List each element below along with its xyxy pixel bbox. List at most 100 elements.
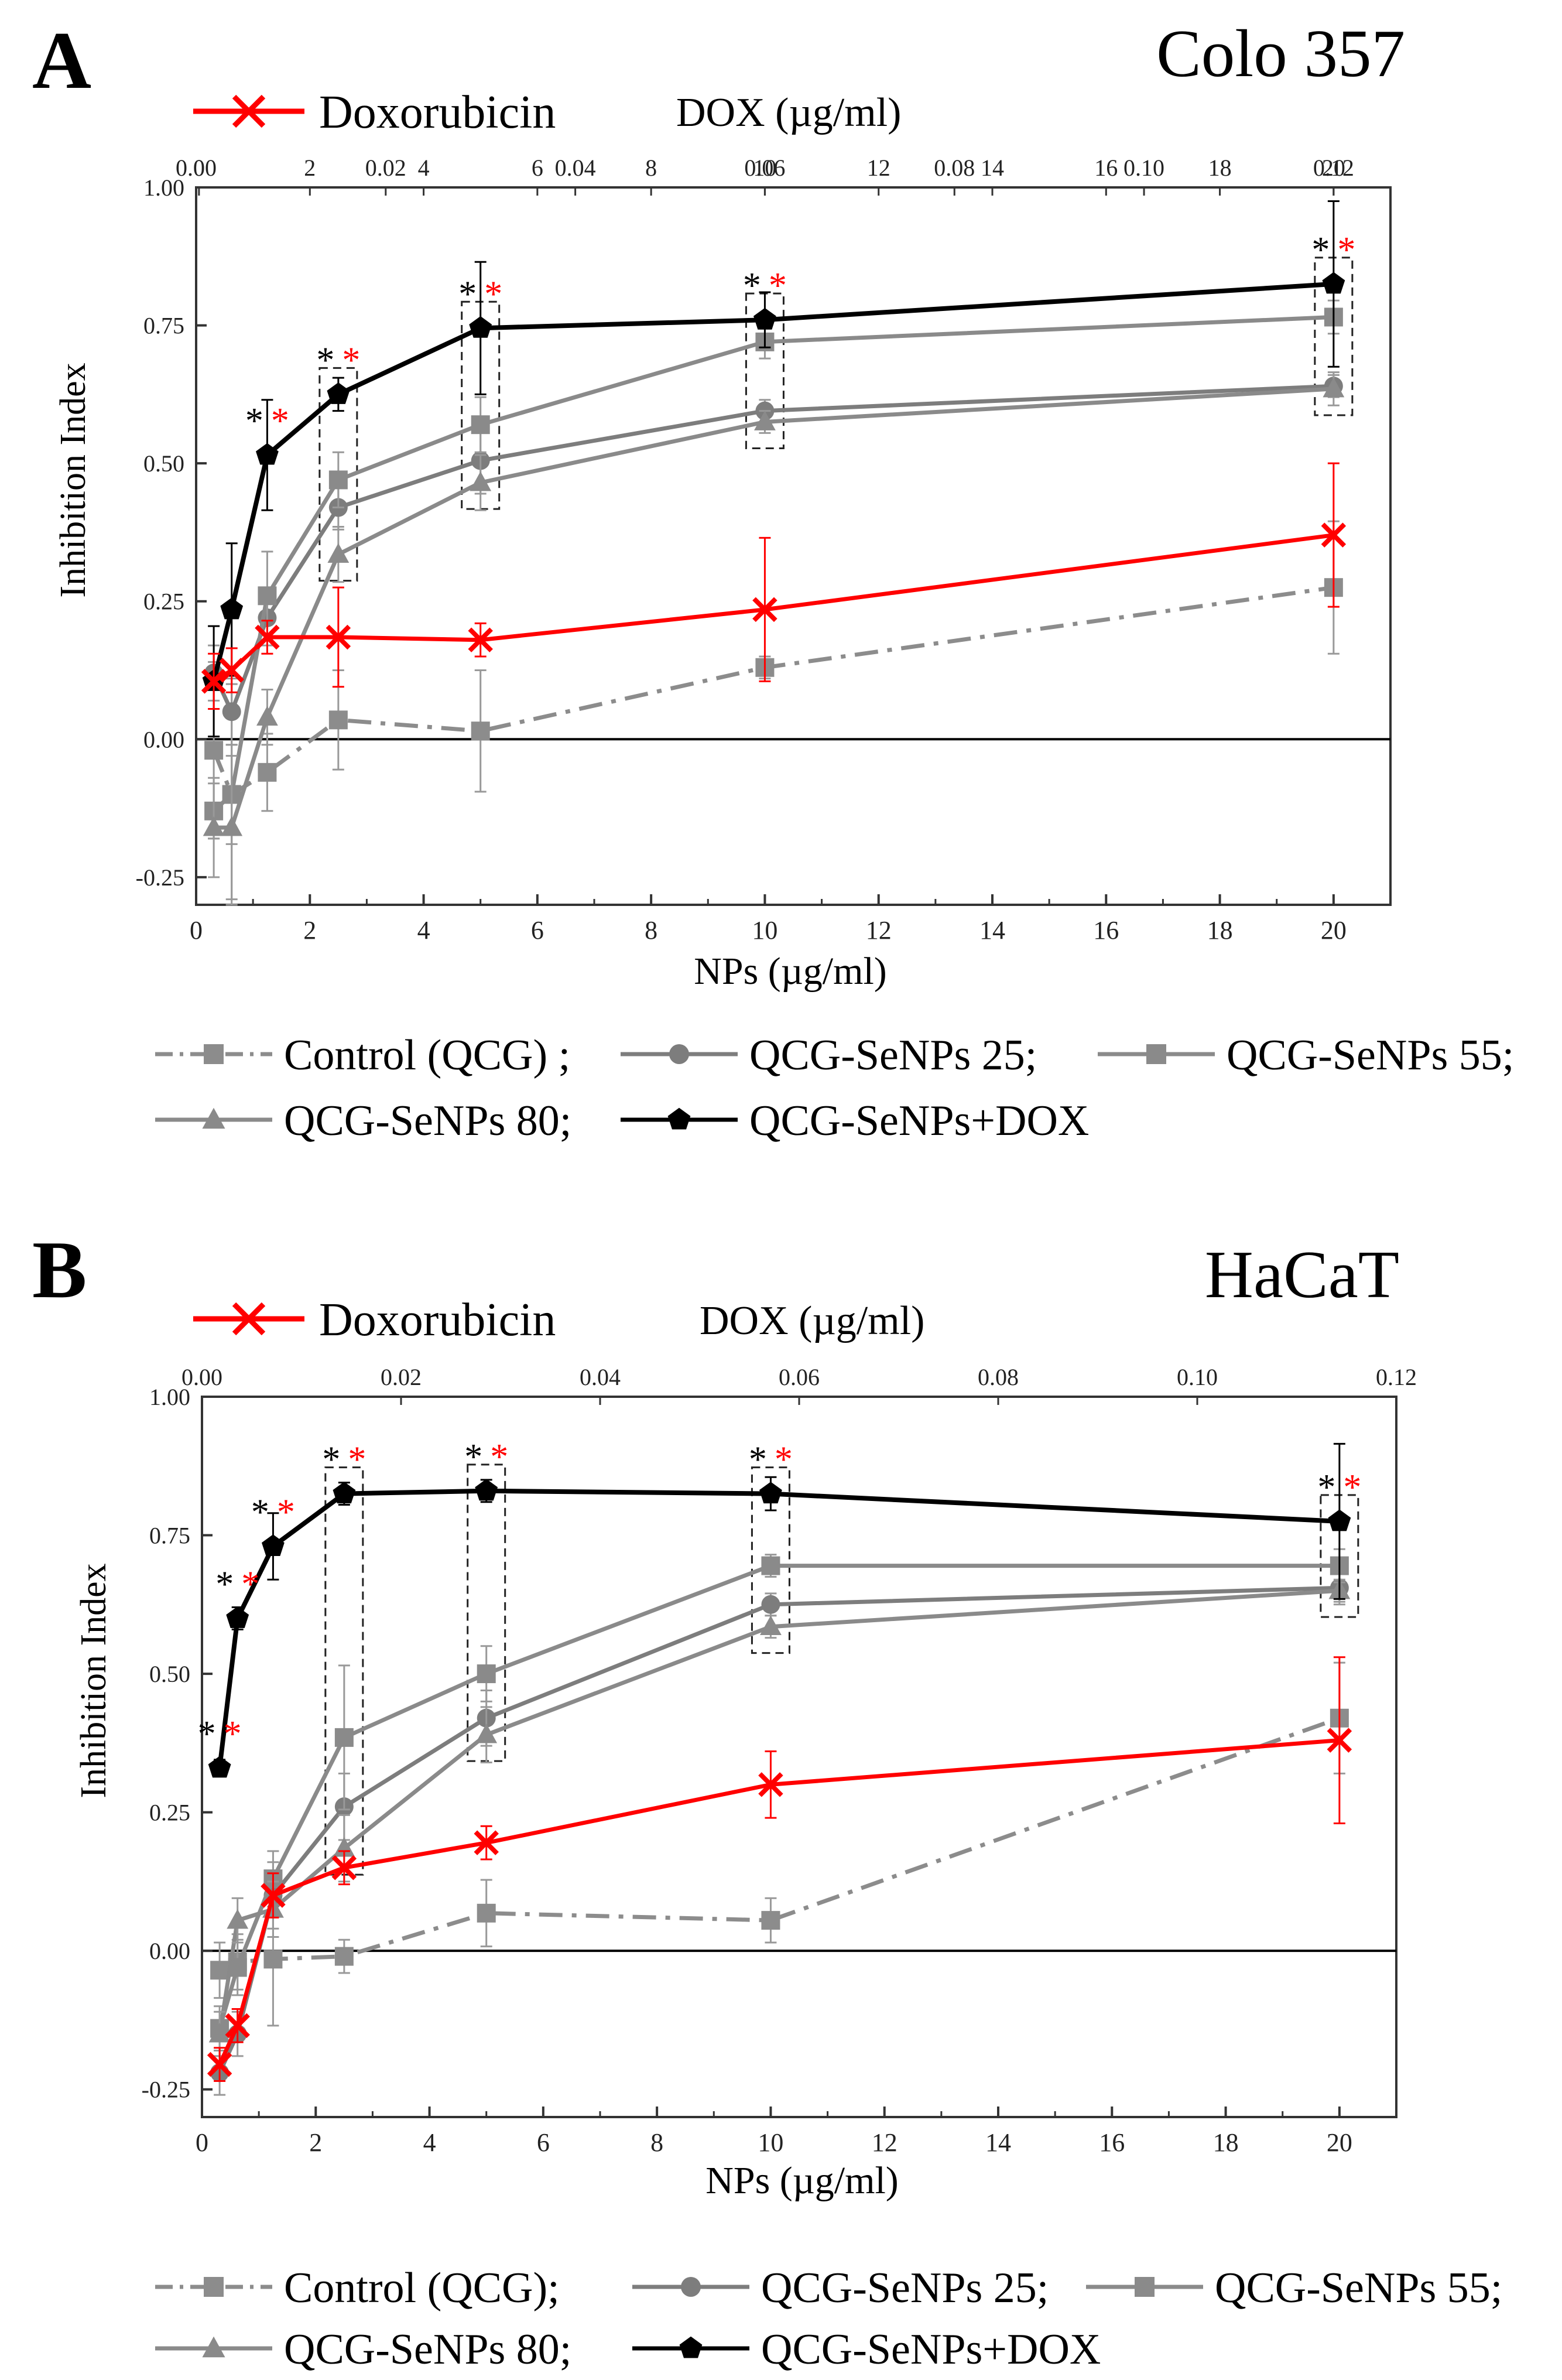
data-point (208, 1756, 231, 1778)
x2-tick-label: 0.02 (381, 1364, 422, 1390)
data-point (328, 470, 348, 490)
legend-marker (669, 1044, 689, 1064)
significance-star-black: * (458, 274, 477, 314)
data-point (474, 1830, 499, 1855)
legend-item-control-qcg: Control (QCG); (155, 2264, 560, 2312)
data-point (255, 624, 280, 650)
x2-tick-label: 0.08 (934, 155, 975, 181)
panel-letter: B (32, 1225, 87, 1315)
x-tick-label: 10 (758, 2128, 783, 2157)
significance-star-black: * (749, 1440, 767, 1480)
x2-tick-label: 20 (1322, 155, 1345, 181)
series-doxorubicin (201, 462, 1347, 710)
series-qcg-senps-55 (204, 299, 1343, 845)
legend-item-qcg-senps-80: QCG-SeNPs 80; (155, 2326, 571, 2374)
data-point (208, 2022, 231, 2043)
y-tick-label: 0.50 (143, 450, 184, 477)
chart-title: HaCaT (1205, 1237, 1399, 1312)
x-tick-label: 14 (985, 2128, 1011, 2157)
significance-star-black: * (198, 1714, 216, 1754)
series-line (218, 1716, 1341, 1972)
x2-tick-label: 0.02 (365, 155, 406, 181)
legend-label: QCG-SeNPs 55; (1227, 1031, 1514, 1079)
data-point (475, 1723, 498, 1743)
significance-star-red: * (348, 1440, 366, 1480)
x2-tick-label: 0.10 (1123, 155, 1164, 181)
x-tick-label: 20 (1321, 916, 1347, 945)
y-axis-label: Inhibition Index (53, 363, 93, 597)
y-tick-label: 1.00 (149, 1384, 190, 1410)
x-tick-label: 4 (417, 916, 430, 945)
x-tick-label: 16 (1099, 2128, 1125, 2157)
significance-star-red: * (241, 1564, 259, 1604)
x-axis-label: NPs (µg/ml) (694, 950, 887, 993)
data-point (327, 543, 350, 563)
data-point (469, 316, 492, 338)
chart-title: Colo 357 (1156, 16, 1405, 91)
legend-marker (1146, 1044, 1166, 1064)
data-point (754, 411, 776, 430)
y-tick-label: 0.25 (143, 589, 184, 615)
data-point (1328, 1509, 1351, 1531)
data-point (258, 762, 277, 782)
data-point (258, 586, 277, 606)
data-point (327, 382, 350, 404)
x-tick-label: 10 (752, 916, 777, 945)
x-tick-label: 18 (1213, 2128, 1239, 2157)
significance-star-black: * (245, 401, 263, 441)
data-point (477, 1903, 496, 1923)
legend-label: QCG-SeNPs+DOX (749, 1097, 1089, 1145)
x2-tick-label: 0.06 (744, 155, 785, 181)
series-qcg-senps-dox (202, 200, 1345, 738)
data-point (334, 1728, 354, 1747)
series-qcg-senps-dox (208, 1442, 1351, 1778)
data-point (761, 1595, 780, 1614)
data-point (256, 706, 278, 726)
panel-b: B HaCaT Doxorubicin DOX (µg/ml) 0 2 4 6 8 10 1… (32, 1225, 1502, 2374)
top-legend-x-icon (232, 1302, 266, 1336)
series-line (217, 1738, 1340, 2066)
data-point (263, 1950, 283, 1969)
legend-item-qcg-senps-55: QCG-SeNPs 55; (1098, 1031, 1514, 1079)
legend-label: QCG-SeNPs 55; (1215, 2264, 1502, 2312)
plot-frame (195, 186, 1392, 906)
data-point (326, 624, 351, 650)
legend-marker (1135, 2277, 1155, 2297)
legend-label: QCG-SeNPs 80; (284, 2326, 571, 2374)
data-point (331, 1855, 357, 1880)
legend-item-qcg-senps-dox: QCG-SeNPs+DOX (632, 2326, 1101, 2374)
x-tick-label: 6 (531, 916, 544, 945)
series-line (217, 1564, 1340, 2029)
data-point (1323, 377, 1345, 398)
x2-tick-label: 4 (418, 155, 430, 181)
series-line (212, 314, 1334, 813)
legend-label: Control (QCG); (284, 2264, 560, 2312)
data-point (470, 471, 492, 491)
x-axis-label: NPs (µg/ml) (705, 2159, 899, 2202)
significance-star-black: * (316, 340, 334, 380)
series-qcg-senps-25 (210, 1570, 1349, 2096)
y-tick-label: 0.75 (143, 313, 184, 339)
series-doxorubicin (207, 1656, 1352, 2082)
y-tick-label: -0.25 (136, 864, 184, 891)
series-line (217, 1588, 1340, 2034)
top-legend-label: Doxorubicin (319, 1294, 556, 1346)
panel-letter: A (32, 15, 91, 106)
data-point (222, 702, 241, 721)
x-tick-label: 12 (866, 916, 892, 945)
top-legend-x-icon (232, 94, 266, 128)
significance-star-red: * (342, 340, 360, 380)
legend-item-qcg-senps-dox: QCG-SeNPs+DOX (621, 1097, 1089, 1145)
x2-tick-label: 0.00 (176, 155, 217, 181)
significance-star-red: * (271, 401, 289, 441)
data-point (227, 1909, 249, 1929)
legend-item-qcg-senps-25: QCG-SeNPs 25; (632, 2264, 1049, 2312)
data-point (220, 597, 244, 620)
legend-label: QCG-SeNPs 25; (749, 1031, 1037, 1079)
significance-box (751, 1466, 790, 1654)
data-point (334, 1947, 354, 1966)
data-point (221, 816, 243, 836)
x2-tick-label: 0.00 (181, 1364, 222, 1390)
legend-item-control-qcg: Control (QCG) ; (155, 1031, 570, 1079)
